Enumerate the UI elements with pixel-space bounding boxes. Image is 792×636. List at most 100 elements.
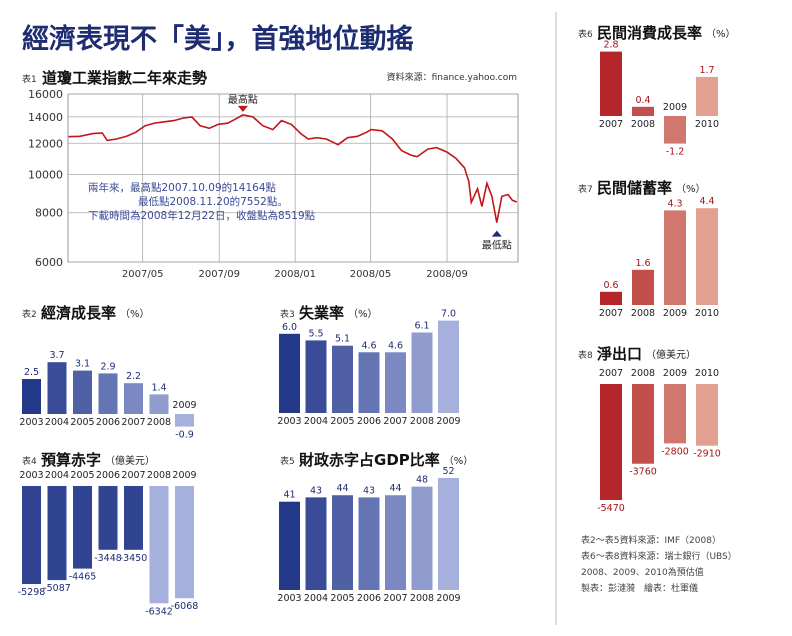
category-label: 2005 [330,593,354,604]
bar [47,362,67,414]
annotation-text: 最低點2008.11.20的7552點。 [138,195,288,208]
low-marker-icon [491,230,502,237]
bar [664,116,686,144]
data-label: 1.4 [151,382,166,393]
data-label: 5.5 [308,328,323,339]
chart-unit: （億美元） [646,348,696,361]
plot-area [67,93,519,263]
data-label: 3.7 [49,350,64,361]
category-label: 2005 [70,417,94,428]
category-label: 2010 [695,368,719,379]
chart-tag: 表8 [578,349,593,361]
chart-t7: 表7 民間儲蓄率 （%） 0.6 2007 1.6 2008 4.3 2009 4.4 2010 [578,179,719,319]
data-label: 2.5 [24,367,39,378]
data-label: -4465 [69,572,97,583]
bar [600,384,622,500]
y-tick-label: 8000 [35,207,63,220]
data-label: 41 [283,490,295,501]
data-label: 1.7 [699,65,714,76]
bar [632,106,654,116]
category-label: 2007 [383,416,407,427]
chart-unit: （%） [120,308,150,320]
chart-t5: 表5 財政赤字占GDP比率 （%） 41 2003 43 2004 44 2005 43 2006 4… [277,451,473,604]
category-label: 2006 [357,416,381,427]
data-label: 43 [363,485,375,496]
chart-unit: （億美元） [105,454,155,467]
bar [632,384,654,464]
data-label: -5470 [597,503,625,514]
bar [358,497,380,590]
category-label: 2008 [631,308,655,319]
category-label: 2007 [599,368,623,379]
bar [305,340,327,413]
high-marker-icon [237,105,248,112]
data-label: 3.1 [75,359,90,370]
data-label: -3450 [120,553,148,564]
x-tick-label: 2007/05 [122,269,164,280]
chart-title: 道瓊工業指數二年來走勢 [42,69,207,87]
data-label: 0.4 [635,95,650,106]
chart-title: 民間消費成長率 [597,24,702,42]
data-label: 44 [389,483,401,494]
chart-title: 經濟成長率 [41,304,116,322]
bar [305,497,327,590]
bar [22,379,41,414]
category-label: 2008 [147,417,171,428]
category-label: 2010 [695,119,719,130]
data-label: 44 [336,483,348,494]
note-1: 表2～表5資料來源：IMF（2008） [581,534,721,546]
data-label: -0.9 [175,430,194,441]
bar [664,210,686,305]
annotation-text: 下載時間為2008年12月22日，收盤點為8519點 [88,209,316,222]
data-label: 43 [310,485,322,496]
category-label: 2008 [631,368,655,379]
category-label: 2008 [410,593,434,604]
data-label: 4.4 [699,196,714,207]
category-label: 2004 [45,470,69,481]
bar [98,486,118,550]
category-label: 2008 [631,119,655,130]
category-label: 2005 [330,416,354,427]
bar [600,291,622,305]
bar [411,332,433,413]
x-tick-label: 2008/09 [426,269,468,280]
category-label: 2007 [121,470,145,481]
chart-unit: （%） [676,183,706,195]
data-label: 0.6 [603,280,618,291]
category-label: 2009 [663,368,687,379]
category-label: 2004 [304,593,328,604]
low-label: 最低點 [482,239,512,252]
data-label: 2.8 [603,40,618,51]
category-label: 2009 [172,400,196,411]
bar [124,383,143,414]
data-label: -2910 [693,449,721,460]
category-label: 2007 [383,593,407,604]
chart-tag: 表2 [22,308,37,320]
bar [47,486,67,581]
data-label: 6.0 [282,322,297,333]
y-tick-label: 16000 [28,88,63,101]
chart-title: 淨出口 [597,345,642,363]
category-label: 2010 [695,308,719,319]
data-label: 6.1 [414,320,429,331]
category-label: 2009 [436,416,460,427]
bar [696,76,718,116]
bar [279,333,300,413]
headline: 經濟表現不「美」，首強地位動搖 [22,23,414,55]
bar [358,352,380,413]
category-label: 2008 [147,470,171,481]
chart-source: 資料來源：finance.yahoo.com [387,71,517,83]
bar [438,320,459,413]
bar [385,495,406,590]
data-label: 7.0 [441,309,456,320]
category-label: 2006 [96,470,120,481]
data-label: -1.2 [666,147,685,158]
data-label: 4.6 [361,340,376,351]
chart-tag: 表7 [578,183,593,195]
category-label: 2004 [45,417,69,428]
chart-tag: 表4 [22,455,37,467]
category-label: 2009 [436,593,460,604]
category-label: 2009 [663,102,687,113]
bar [411,486,433,590]
category-label: 2006 [357,593,381,604]
